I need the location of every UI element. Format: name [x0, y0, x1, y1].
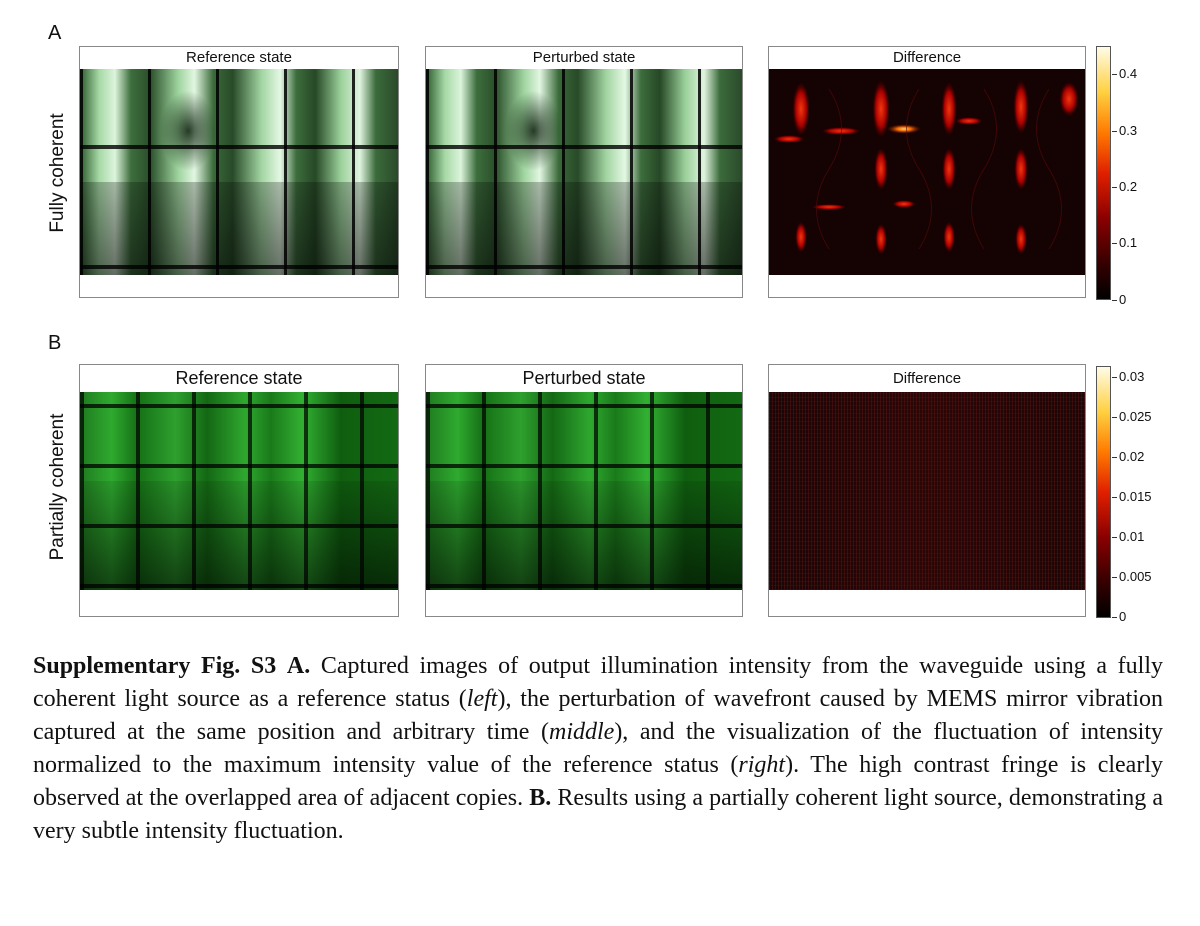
- panel-b-difference-image: [769, 392, 1085, 590]
- panel-a-difference-title: Difference: [769, 47, 1085, 69]
- panel-a-perturbed-title: Perturbed state: [426, 47, 742, 69]
- panel-a-perturbed-frame: Perturbed state: [425, 46, 743, 298]
- panel-b-colorbar-tick: 0: [1119, 609, 1126, 624]
- panel-b-colorbar-tick: 0.005: [1119, 569, 1152, 584]
- panel-a-difference-frame: Difference: [768, 46, 1086, 298]
- caption-b-label: B.: [529, 785, 551, 811]
- panel-a-colorbar-tick: 0.1: [1119, 235, 1137, 250]
- panel-a-reference-frame: Reference state: [79, 46, 399, 298]
- panel-a-colorbar-tick: 0: [1119, 292, 1126, 307]
- caption-a-label: A.: [287, 653, 310, 679]
- panel-a-reference-title: Reference state: [80, 47, 398, 69]
- panel-b-perturbed-image: [426, 392, 742, 590]
- caption-figure-label: Supplementary Fig. S3: [33, 653, 276, 679]
- panel-a-difference-fringes: [769, 69, 1085, 275]
- panel-a-colorbar-tick: 0.2: [1119, 179, 1137, 194]
- panel-b-perturbed-title: Perturbed state: [426, 365, 742, 392]
- caption-left-word: left: [467, 686, 498, 712]
- panel-b-perturbed-frame: Perturbed state: [425, 364, 743, 617]
- row-label-partially-coherent: Partially coherent: [47, 377, 69, 597]
- panel-a-perturbed-image: [426, 69, 742, 275]
- panel-a-difference-image: [769, 69, 1085, 275]
- panel-a-colorbar: [1096, 46, 1111, 300]
- panel-b-reference-image: [80, 392, 398, 590]
- panel-b-colorbar-tick: 0.01: [1119, 529, 1144, 544]
- panel-b-difference-title: Difference: [769, 365, 1085, 392]
- panel-a-colorbar-tick: 0.4: [1119, 66, 1137, 81]
- panel-a-colorbar-tick: 0.3: [1119, 123, 1137, 138]
- panel-b-colorbar: [1096, 366, 1111, 618]
- panel-b-colorbar-tick: 0.025: [1119, 409, 1152, 424]
- panel-b-reference-title: Reference state: [80, 365, 398, 392]
- panel-b-letter: B: [48, 332, 61, 355]
- panel-b-difference-frame: Difference: [768, 364, 1086, 617]
- caption-right-word: right: [738, 752, 785, 778]
- panel-b-colorbar-tick: 0.03: [1119, 369, 1144, 384]
- panel-b-colorbar-tick: 0.015: [1119, 489, 1152, 504]
- panel-b-reference-frame: Reference state: [79, 364, 399, 617]
- caption-middle-word: middle: [549, 719, 614, 745]
- panel-a-reference-image: [80, 69, 398, 275]
- row-label-fully-coherent: Fully coherent: [47, 63, 69, 283]
- figure-caption: Supplementary Fig. S3 A. Captured images…: [33, 650, 1163, 848]
- panel-b-colorbar-tick: 0.02: [1119, 449, 1144, 464]
- panel-a-letter: A: [48, 22, 61, 45]
